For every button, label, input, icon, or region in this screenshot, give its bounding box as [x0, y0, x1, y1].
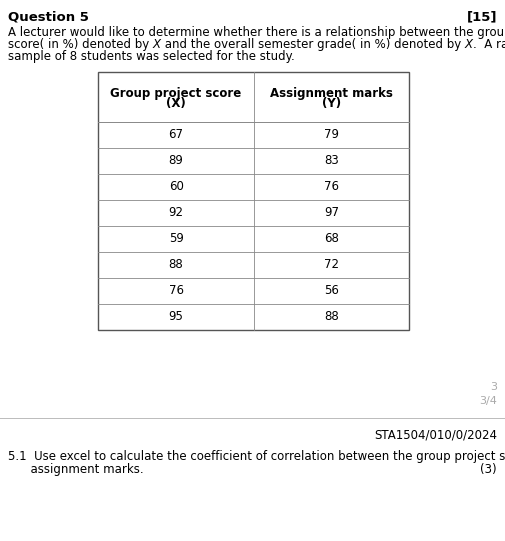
- Text: 56: 56: [324, 285, 339, 298]
- Text: STA1504/010/0/2024: STA1504/010/0/2024: [374, 428, 497, 441]
- Text: assignment marks.: assignment marks.: [8, 463, 143, 476]
- Text: 68: 68: [324, 233, 339, 246]
- Text: (Y): (Y): [322, 97, 341, 110]
- Text: 67: 67: [169, 129, 184, 142]
- Text: sample of 8 students was selected for the study.: sample of 8 students was selected for th…: [8, 50, 295, 63]
- Text: 92: 92: [169, 207, 184, 220]
- Text: 76: 76: [169, 285, 184, 298]
- Bar: [98, 72, 409, 330]
- Text: Group project score: Group project score: [111, 87, 242, 100]
- Text: (3): (3): [480, 463, 497, 476]
- Text: X: X: [153, 38, 161, 51]
- Text: Question 5: Question 5: [8, 10, 89, 23]
- Text: 83: 83: [324, 155, 339, 168]
- Text: 79: 79: [324, 129, 339, 142]
- Text: 88: 88: [324, 311, 339, 324]
- Text: (X): (X): [166, 97, 186, 110]
- Text: 76: 76: [324, 181, 339, 194]
- Text: 88: 88: [169, 259, 183, 272]
- Text: 60: 60: [169, 181, 183, 194]
- Text: 3: 3: [490, 382, 497, 392]
- Text: 89: 89: [169, 155, 183, 168]
- Text: 59: 59: [169, 233, 183, 246]
- Text: 5.1  Use excel to calculate the coefficient of correlation between the group pro: 5.1 Use excel to calculate the coefficie…: [8, 450, 505, 463]
- Text: A lecturer would like to determine whether there is a relationship between the g: A lecturer would like to determine wheth…: [8, 26, 505, 39]
- Text: .  A random: . A random: [473, 38, 505, 51]
- Text: 97: 97: [324, 207, 339, 220]
- Text: [15]: [15]: [467, 10, 497, 23]
- Text: 95: 95: [169, 311, 183, 324]
- Text: 72: 72: [324, 259, 339, 272]
- Text: score( in %) denoted by: score( in %) denoted by: [8, 38, 153, 51]
- Text: X: X: [465, 38, 473, 51]
- Text: 3/4: 3/4: [479, 396, 497, 406]
- Text: and the overall semester grade( in %) denoted by: and the overall semester grade( in %) de…: [161, 38, 465, 51]
- Text: Assignment marks: Assignment marks: [270, 87, 393, 100]
